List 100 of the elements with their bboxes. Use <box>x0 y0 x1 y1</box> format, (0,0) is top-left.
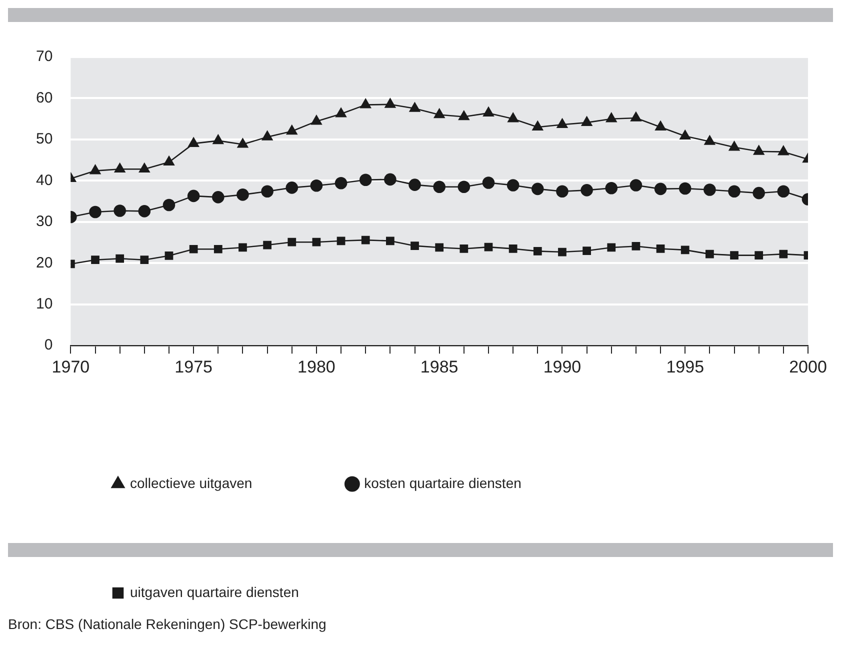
point <box>607 243 616 252</box>
point <box>116 254 124 263</box>
point <box>532 120 544 130</box>
x-tick-label: 1995 <box>666 357 704 376</box>
point <box>605 182 618 194</box>
point <box>90 164 101 174</box>
point <box>460 244 468 253</box>
point <box>164 156 174 166</box>
y-tick-label: 70 <box>36 48 53 66</box>
point <box>286 125 298 135</box>
point <box>606 112 617 122</box>
point <box>654 182 667 196</box>
point <box>409 102 420 112</box>
point <box>164 252 174 260</box>
y-tick-label: 60 <box>36 89 53 106</box>
point <box>582 246 591 255</box>
point <box>556 118 568 128</box>
point <box>508 244 518 253</box>
point <box>704 184 716 196</box>
point <box>140 256 149 264</box>
point <box>680 246 690 254</box>
point <box>212 191 224 204</box>
point <box>728 185 740 198</box>
point <box>484 242 493 252</box>
point <box>656 244 665 253</box>
point <box>532 182 544 196</box>
legend-label: uitgaven quartaire diensten <box>130 584 299 600</box>
point <box>433 180 446 194</box>
point <box>288 238 296 246</box>
x-tick-label: 1990 <box>543 357 582 376</box>
point <box>89 206 102 218</box>
point <box>312 238 321 246</box>
point <box>214 244 222 254</box>
point <box>680 130 691 140</box>
point <box>580 184 593 196</box>
point <box>556 185 568 198</box>
x-tick-label: 1985 <box>420 357 458 376</box>
y-tick-label: 40 <box>36 172 53 189</box>
point <box>410 242 419 250</box>
point <box>581 116 592 126</box>
point <box>187 190 200 202</box>
point <box>384 173 396 186</box>
point <box>236 188 249 201</box>
point <box>753 145 764 155</box>
point <box>458 180 470 194</box>
point <box>114 204 126 217</box>
point <box>655 120 666 130</box>
point <box>706 250 714 258</box>
text: Bron: CBS (Nationale Rekeningen) SCP-bewerking <box>8 616 328 632</box>
legend-label: collectieve uitgaven <box>130 474 252 491</box>
point <box>261 185 274 198</box>
point <box>752 186 765 200</box>
point <box>779 250 788 258</box>
y-tick-label: 0 <box>44 336 53 354</box>
point <box>311 115 322 125</box>
y-tick-label: 30 <box>36 213 53 230</box>
point <box>630 179 642 192</box>
x-tick-label: 1970 <box>52 357 90 376</box>
y-tick-label: 10 <box>36 296 53 313</box>
point <box>162 198 176 212</box>
point <box>435 243 444 252</box>
point <box>336 108 346 118</box>
point <box>386 236 394 246</box>
point <box>704 135 716 145</box>
point <box>434 108 445 118</box>
point <box>263 240 272 250</box>
point <box>632 242 640 250</box>
point <box>286 182 298 194</box>
point <box>237 138 248 148</box>
point <box>262 130 273 140</box>
point <box>359 174 372 186</box>
x-tick-label: 1980 <box>298 357 336 376</box>
point <box>384 98 396 108</box>
point <box>778 146 789 156</box>
point <box>310 179 323 192</box>
point <box>188 137 199 147</box>
point <box>360 98 372 108</box>
point <box>189 244 198 254</box>
point <box>777 185 790 198</box>
point <box>238 243 247 252</box>
point <box>336 236 346 246</box>
point <box>558 248 566 256</box>
point <box>212 134 224 144</box>
point <box>728 141 740 151</box>
point <box>139 162 150 173</box>
point <box>138 205 151 218</box>
point <box>508 112 518 122</box>
point <box>334 177 348 190</box>
point <box>630 112 642 122</box>
point <box>730 251 738 260</box>
point <box>482 176 495 189</box>
x-tick-label: 1975 <box>174 357 212 376</box>
point <box>114 162 126 173</box>
point <box>533 247 542 256</box>
point <box>483 106 494 116</box>
point <box>361 236 370 244</box>
point <box>506 179 520 192</box>
point <box>91 256 100 264</box>
point <box>754 251 764 260</box>
x-tick-label: 2000 <box>789 357 827 376</box>
